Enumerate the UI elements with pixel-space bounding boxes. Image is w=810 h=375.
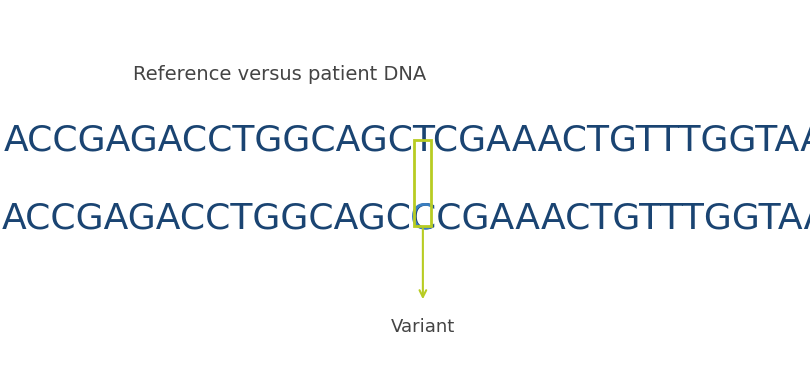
- Text: ACCGAGACCTGGCAGCTCGAAACTGTTTGGTAA: ACCGAGACCTGGCAGCTCGAAACTGTTTGGTAA: [4, 123, 810, 157]
- Text: ACCGAGACCTGGCAGCCCGAAACTGTTTGGTAA: ACCGAGACCTGGCAGCCCGAAACTGTTTGGTAA: [2, 201, 810, 235]
- Bar: [415, 140, 432, 226]
- Text: Reference versus patient DNA: Reference versus patient DNA: [133, 65, 426, 84]
- Text: Variant: Variant: [390, 318, 455, 336]
- Text: C: C: [410, 201, 436, 235]
